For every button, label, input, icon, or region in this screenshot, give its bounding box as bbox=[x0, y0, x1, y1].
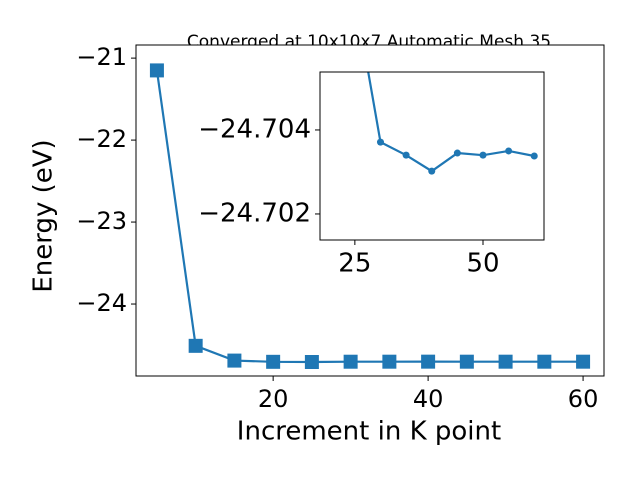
y-axis-label: Energy (eV) bbox=[29, 139, 59, 292]
x-tick-label: 40 bbox=[413, 385, 444, 413]
x-tick-label: 25 bbox=[338, 249, 371, 279]
marker bbox=[266, 354, 281, 369]
y-tick-label: −23 bbox=[76, 207, 127, 235]
marker bbox=[402, 151, 410, 159]
marker bbox=[227, 353, 242, 368]
y-tick-label: −24 bbox=[76, 289, 127, 317]
marker bbox=[304, 354, 319, 369]
plot-content bbox=[149, 63, 591, 369]
marker bbox=[530, 152, 538, 160]
marker bbox=[376, 138, 384, 146]
x-tick-label: 60 bbox=[568, 385, 599, 413]
plot-content bbox=[367, 72, 538, 175]
y-tick-label: −21 bbox=[76, 43, 127, 71]
axes-frame bbox=[135, 44, 605, 377]
y-tick-label: −22 bbox=[76, 125, 127, 153]
marker bbox=[421, 354, 436, 369]
marker bbox=[498, 354, 513, 369]
marker bbox=[453, 149, 461, 157]
plot-area bbox=[320, 72, 544, 240]
y-tick-label: −24.702 bbox=[198, 198, 311, 228]
marker bbox=[537, 354, 552, 369]
marker bbox=[382, 354, 397, 369]
x-axis-label: Increment in K point bbox=[237, 417, 501, 447]
x-tick-label: 20 bbox=[258, 385, 289, 413]
y-tick-label: −24.704 bbox=[198, 114, 311, 144]
series-line bbox=[367, 72, 535, 173]
x-tick-label: 50 bbox=[466, 249, 499, 279]
marker bbox=[505, 147, 513, 155]
marker bbox=[343, 354, 358, 369]
axes-frame bbox=[319, 71, 545, 241]
marker bbox=[576, 354, 591, 369]
marker bbox=[188, 338, 203, 353]
marker bbox=[459, 354, 474, 369]
marker bbox=[428, 167, 436, 175]
marker bbox=[479, 151, 487, 159]
marker bbox=[149, 63, 164, 78]
